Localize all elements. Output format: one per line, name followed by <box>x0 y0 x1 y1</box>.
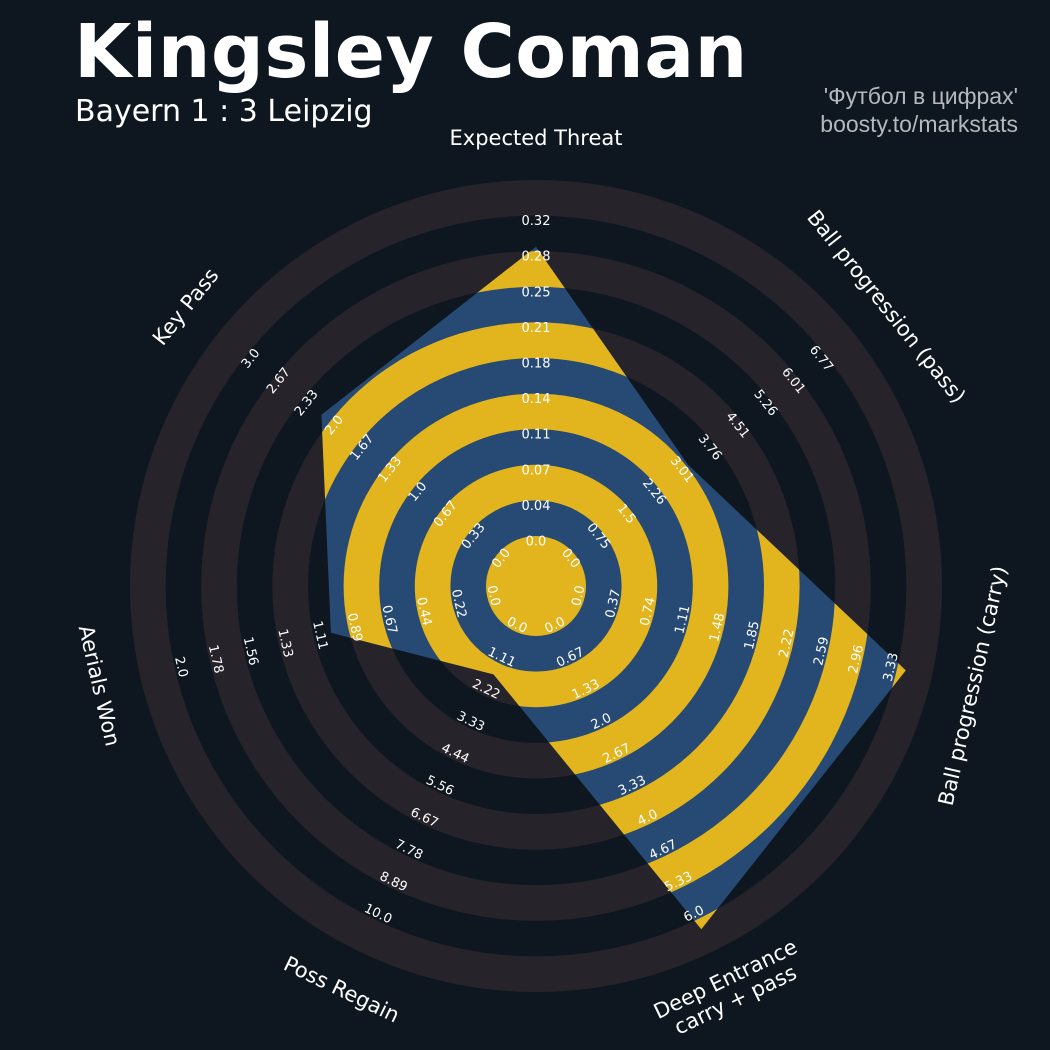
player-ring-band <box>414 464 658 708</box>
tick-label: 2.0 <box>171 655 190 679</box>
tick-label: 0.0 <box>483 584 502 608</box>
tick-label: 0.67 <box>378 604 399 636</box>
parameter-label: Poss Regain <box>280 952 403 1028</box>
tick-label: 1.85 <box>742 620 763 652</box>
tick-label: 0.89 <box>344 612 365 644</box>
tick-label: 0.11 <box>522 428 551 443</box>
tick-label: 2.22 <box>777 628 798 660</box>
tick-label: 1.48 <box>707 612 728 644</box>
parameter-label: Aerials Won <box>74 623 125 749</box>
tick-label: 0.32 <box>522 214 551 229</box>
parameter-label-line: Key Pass <box>148 264 224 350</box>
tick-label: 1.33 <box>274 628 295 660</box>
player-radar <box>321 246 906 930</box>
tick-label: 2.96 <box>846 643 867 675</box>
tick-label: 0.04 <box>522 499 551 514</box>
player-center-disc <box>486 536 586 636</box>
parameter-label-line: Expected Threat <box>450 126 623 150</box>
tick-label: 0.18 <box>522 357 551 372</box>
tick-label: 1.78 <box>205 643 226 675</box>
player-bands <box>321 246 906 930</box>
tick-label: 0.44 <box>413 596 434 628</box>
tick-label: 0.28 <box>522 250 551 265</box>
tick-label: 0.37 <box>603 588 624 620</box>
tick-label: 0.14 <box>522 392 551 407</box>
tick-label: 0.07 <box>522 463 551 478</box>
parameter-label-line: Ball progression (carry) <box>934 564 1012 808</box>
tick-label: 0.22 <box>448 588 469 620</box>
credit-line-2: boosty.to/markstats <box>820 111 1018 137</box>
parameter-label-line: Poss Regain <box>280 952 403 1028</box>
tick-label: 2.59 <box>811 635 832 667</box>
tick-label: 0.0 <box>526 535 547 550</box>
tick-label: 0.74 <box>638 596 659 628</box>
parameter-label: Expected Threat <box>450 126 623 150</box>
match-score-subtitle: Bayern 1 : 3 Leipzig <box>75 94 373 129</box>
tick-label: 0.25 <box>522 285 551 300</box>
tick-label: 3.33 <box>881 651 902 683</box>
parameter-label-line: Aerials Won <box>74 623 125 749</box>
credit-line-1: 'Футбол в цифрах' <box>823 83 1018 109</box>
parameter-label: Key Pass <box>148 264 224 350</box>
tick-label: 1.11 <box>309 620 330 652</box>
tick-label: 1.11 <box>672 604 693 636</box>
tick-label: 1.56 <box>240 635 261 667</box>
player-name-title: Kingsley Coman <box>74 9 748 95</box>
tick-label: 0.0 <box>569 584 588 608</box>
parameter-label: Ball progression (carry) <box>934 564 1012 808</box>
tick-label: 0.21 <box>522 321 551 336</box>
